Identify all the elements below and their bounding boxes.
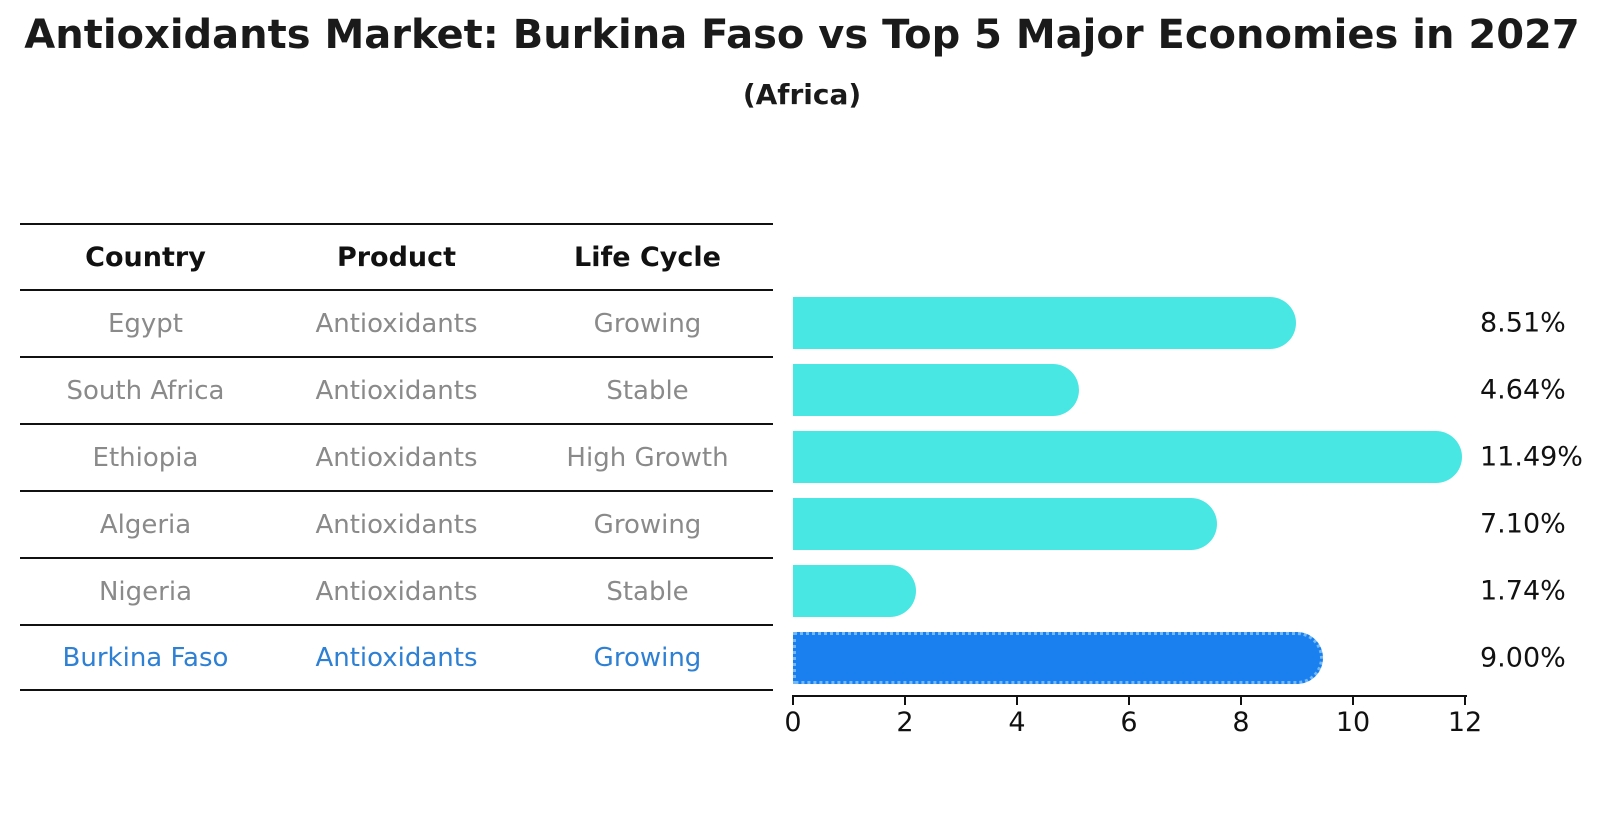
- bar-highlight: [793, 631, 1323, 684]
- x-tick: [904, 695, 906, 705]
- country-table: Country Product Life Cycle Egypt Antioxid…: [20, 223, 773, 691]
- bar: [793, 363, 1079, 416]
- page-subtitle: (Africa): [742, 78, 862, 111]
- table-row: Burkina Faso Antioxidants Growing: [20, 624, 773, 691]
- country-cell: Nigeria: [98, 576, 193, 607]
- page-title: Antioxidants Market: Burkina Faso vs Top…: [24, 12, 1580, 58]
- x-tick-label: 8: [1232, 707, 1250, 738]
- x-tick-label: 12: [1447, 707, 1483, 738]
- bar-value-label: 1.74%: [1480, 575, 1566, 606]
- x-tick-label: 10: [1335, 707, 1371, 738]
- bar: [793, 564, 917, 617]
- table-row: South Africa Antioxidants Stable: [20, 356, 773, 423]
- table-row: Nigeria Antioxidants Stable: [20, 557, 773, 624]
- x-tick: [1240, 695, 1242, 705]
- product-cell: Antioxidants: [315, 642, 478, 673]
- life-cycle-cell: Growing: [593, 509, 702, 540]
- bar-value-label: 8.51%: [1480, 307, 1566, 338]
- bar-value-label: 9.00%: [1480, 642, 1566, 673]
- x-tick: [792, 695, 794, 705]
- x-tick-label: 2: [896, 707, 914, 738]
- life-cycle-cell: Growing: [593, 308, 702, 339]
- column-header-country: Country: [85, 241, 206, 273]
- product-cell: Antioxidants: [315, 509, 478, 540]
- product-cell: Antioxidants: [315, 308, 478, 339]
- table-row: Ethiopia Antioxidants High Growth: [20, 423, 773, 490]
- country-cell: Ethiopia: [92, 442, 199, 473]
- life-cycle-cell: Stable: [606, 375, 689, 406]
- product-cell: Antioxidants: [315, 576, 478, 607]
- x-tick-label: 0: [784, 707, 802, 738]
- x-tick: [1016, 695, 1018, 705]
- life-cycle-cell: High Growth: [566, 442, 729, 473]
- life-cycle-cell: Stable: [606, 576, 689, 607]
- product-cell: Antioxidants: [315, 442, 478, 473]
- bar-value-label: 11.49%: [1480, 441, 1583, 472]
- country-cell: Algeria: [99, 509, 192, 540]
- x-axis-line: [793, 695, 1467, 697]
- column-header-product: Product: [336, 241, 457, 273]
- x-tick-label: 6: [1120, 707, 1138, 738]
- country-cell: Burkina Faso: [62, 642, 229, 673]
- bar: [793, 296, 1296, 349]
- life-cycle-cell: Growing: [593, 642, 702, 673]
- country-cell: South Africa: [66, 375, 225, 406]
- product-cell: Antioxidants: [315, 375, 478, 406]
- x-tick: [1352, 695, 1354, 705]
- bar-value-label: 4.64%: [1480, 374, 1566, 405]
- table-row: Egypt Antioxidants Growing: [20, 289, 773, 356]
- x-tick: [1128, 695, 1130, 705]
- bar-value-label: 7.10%: [1480, 508, 1566, 539]
- x-tick-label: 4: [1008, 707, 1026, 738]
- column-header-life-cycle: Life Cycle: [574, 241, 721, 273]
- table-row: Algeria Antioxidants Growing: [20, 490, 773, 557]
- bar: [793, 497, 1217, 550]
- country-cell: Egypt: [107, 308, 184, 339]
- table-header-row: Country Product Life Cycle: [20, 223, 773, 289]
- x-tick: [1464, 695, 1466, 705]
- bar: [793, 430, 1463, 483]
